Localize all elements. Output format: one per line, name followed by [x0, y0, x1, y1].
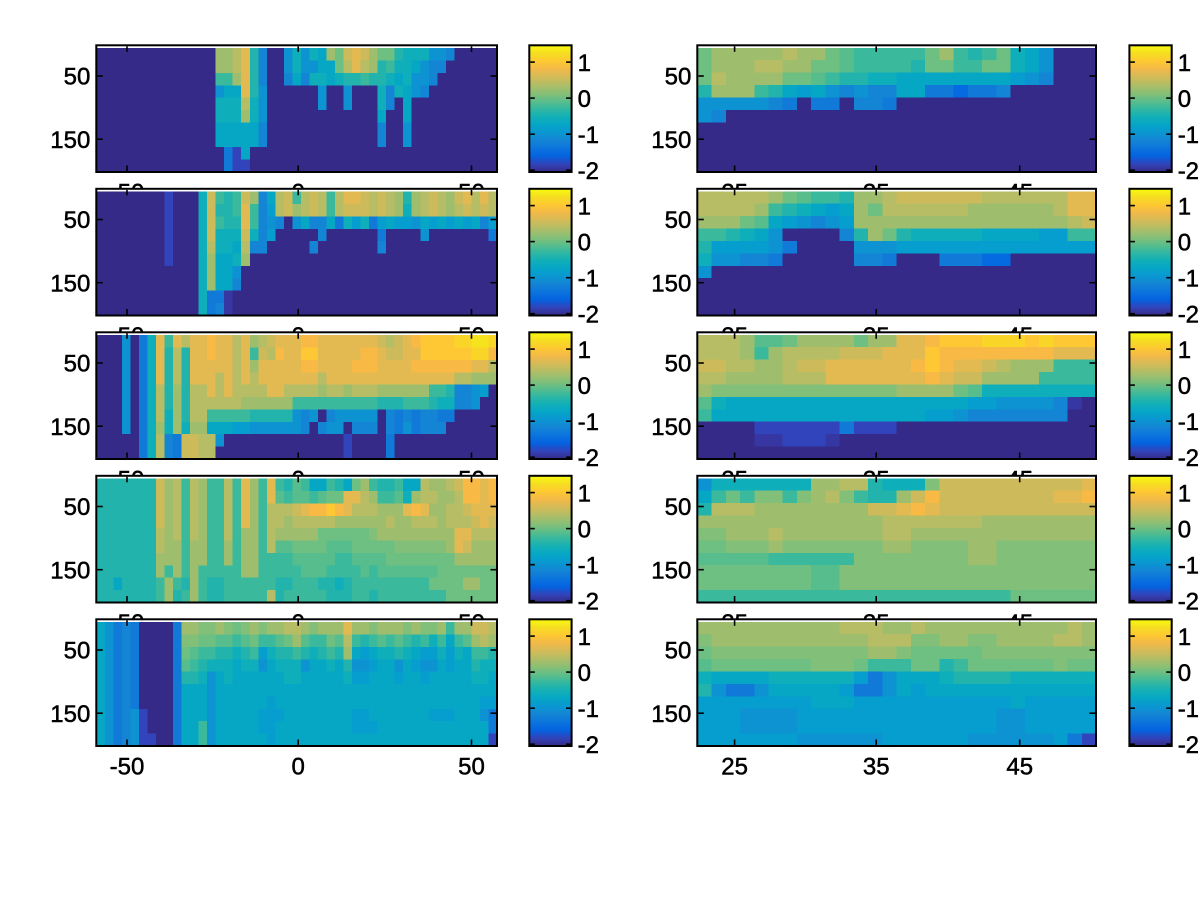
svg-text:1: 1	[1178, 50, 1191, 77]
svg-text:25: 25	[721, 754, 748, 781]
svg-text:50: 50	[458, 754, 485, 781]
svg-text:50: 50	[64, 351, 91, 378]
svg-text:0: 0	[578, 660, 591, 687]
svg-text:150: 150	[651, 270, 691, 297]
svg-text:-2: -2	[578, 732, 599, 759]
svg-text:50: 50	[665, 351, 692, 378]
svg-text:45: 45	[1006, 754, 1033, 781]
svg-text:50: 50	[665, 638, 692, 665]
svg-text:1: 1	[578, 337, 591, 364]
svg-text:0: 0	[1178, 229, 1191, 256]
svg-text:0: 0	[578, 373, 591, 400]
svg-text:-1: -1	[1178, 122, 1199, 149]
svg-text:-2: -2	[578, 588, 599, 615]
svg-text:0: 0	[578, 86, 591, 113]
svg-text:0: 0	[578, 229, 591, 256]
svg-text:150: 150	[651, 701, 691, 728]
svg-text:150: 150	[651, 414, 691, 441]
svg-text:-1: -1	[578, 409, 599, 436]
svg-text:1: 1	[578, 624, 591, 651]
svg-text:150: 150	[50, 557, 90, 584]
svg-text:50: 50	[665, 494, 692, 521]
svg-text:0: 0	[1178, 660, 1191, 687]
svg-text:150: 150	[651, 127, 691, 154]
svg-text:-50: -50	[110, 754, 145, 781]
svg-text:1: 1	[1178, 480, 1191, 507]
svg-text:150: 150	[50, 127, 90, 154]
svg-text:-1: -1	[1178, 265, 1199, 292]
svg-text:1: 1	[578, 193, 591, 220]
svg-text:-1: -1	[1178, 409, 1199, 436]
svg-text:-2: -2	[1178, 158, 1199, 185]
svg-text:50: 50	[665, 64, 692, 91]
svg-text:150: 150	[50, 701, 90, 728]
svg-text:1: 1	[1178, 193, 1191, 220]
svg-text:0: 0	[1178, 86, 1191, 113]
svg-text:1: 1	[1178, 337, 1191, 364]
svg-text:1: 1	[1178, 624, 1191, 651]
svg-text:-1: -1	[1178, 552, 1199, 579]
svg-text:-2: -2	[1178, 732, 1199, 759]
svg-text:-1: -1	[1178, 696, 1199, 723]
svg-text:150: 150	[651, 557, 691, 584]
svg-text:-2: -2	[1178, 301, 1199, 328]
svg-text:50: 50	[64, 64, 91, 91]
svg-text:50: 50	[64, 638, 91, 665]
svg-text:50: 50	[64, 494, 91, 521]
svg-text:0: 0	[292, 754, 305, 781]
svg-text:150: 150	[50, 414, 90, 441]
svg-text:150: 150	[50, 270, 90, 297]
svg-text:-1: -1	[578, 696, 599, 723]
svg-text:-2: -2	[578, 158, 599, 185]
svg-text:0: 0	[1178, 516, 1191, 543]
svg-text:-2: -2	[1178, 445, 1199, 472]
svg-text:1: 1	[578, 480, 591, 507]
svg-text:35: 35	[863, 754, 890, 781]
svg-text:-1: -1	[578, 122, 599, 149]
svg-text:-2: -2	[578, 301, 599, 328]
svg-text:0: 0	[578, 516, 591, 543]
svg-text:-1: -1	[578, 552, 599, 579]
svg-text:50: 50	[665, 207, 692, 234]
svg-text:50: 50	[64, 207, 91, 234]
svg-text:1: 1	[578, 50, 591, 77]
svg-text:0: 0	[1178, 373, 1191, 400]
svg-text:-2: -2	[578, 445, 599, 472]
svg-text:-2: -2	[1178, 588, 1199, 615]
svg-text:-1: -1	[578, 265, 599, 292]
